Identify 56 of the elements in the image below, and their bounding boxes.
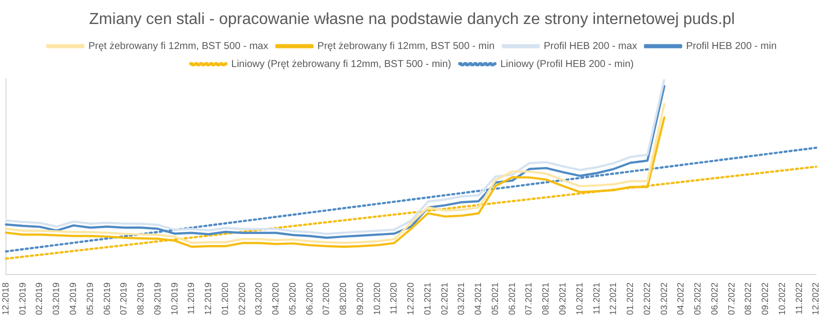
- x-tick-label: 03.2019: [51, 282, 62, 316]
- x-tick-label: 06.2020: [304, 282, 314, 316]
- x-tick-label: 01.2021: [422, 282, 432, 316]
- x-tick-label: 11.2020: [388, 282, 399, 314]
- x-tick-label: 11.2019: [186, 282, 196, 314]
- x-tick-label: 11.2021: [591, 282, 602, 314]
- legend-label: Liniowy (Pręt żebrowany fi 12mm, BST 500 - min): [231, 58, 452, 70]
- legend-label: Pręt żebrowany fi 12mm, BST 500 - min: [317, 40, 495, 52]
- x-tick-label: 02.2022: [642, 282, 652, 316]
- x-tick-label: 10.2019: [169, 282, 180, 316]
- x-tick-label: 05.2022: [692, 282, 703, 316]
- x-tick-label: 12.2020: [406, 282, 416, 316]
- x-tick-label: 06.2019: [102, 282, 112, 316]
- x-tick-label: 07.2022: [726, 282, 736, 316]
- x-tick-label: 08.2020: [338, 282, 348, 316]
- x-tick-label: 09.2021: [557, 282, 568, 316]
- x-tick-label: 06.2021: [506, 282, 517, 316]
- x-tick-label: 10.2022: [776, 282, 787, 316]
- x-tick-label: 01.2022: [625, 282, 636, 316]
- x-tick-label: 02.2019: [34, 282, 44, 316]
- x-tick-label: 01.2020: [220, 282, 230, 316]
- legend-label: Liniowy (Profil HEB 200 - min): [500, 58, 634, 70]
- x-tick-label: 12.2022: [810, 282, 821, 316]
- x-tick-label: 04.2022: [676, 282, 686, 316]
- x-tick-label: 03.2021: [456, 282, 466, 316]
- x-tick-label: 04.2019: [68, 282, 78, 316]
- legend-label: Profil HEB 200 - min: [686, 40, 777, 52]
- x-tick-label: 08.2022: [743, 282, 754, 316]
- x-tick-label: 05.2019: [84, 282, 95, 316]
- x-tick-label: 12.2021: [608, 282, 618, 316]
- x-tick-label: 02.2021: [439, 282, 450, 316]
- x-tick-label: 04.2020: [270, 282, 281, 316]
- x-tick-label: 08.2021: [540, 282, 551, 316]
- x-tick-label: 11.2022: [794, 282, 804, 314]
- x-tick-label: 04.2021: [473, 282, 484, 316]
- x-tick-label: 02.2020: [236, 282, 247, 316]
- x-tick-label: 10.2020: [372, 282, 382, 316]
- x-tick-label: 09.2019: [152, 282, 162, 316]
- x-tick-label: 07.2019: [118, 282, 129, 316]
- x-tick-label: 08.2019: [136, 282, 146, 316]
- chart-title: Zmiany cen stali - opracowanie własne na podstawie danych ze strony internetowej puds.pl: [89, 11, 735, 28]
- x-tick-label: 05.2021: [490, 282, 500, 316]
- x-tick-label: 05.2020: [287, 282, 298, 316]
- x-tick-label: 07.2020: [321, 282, 332, 316]
- x-tick-label: 12.2018: [0, 282, 10, 316]
- x-tick-label: 06.2022: [709, 282, 720, 316]
- x-tick-label: 03.2022: [658, 282, 669, 316]
- x-tick-label: 09.2020: [354, 282, 365, 316]
- x-tick-label: 12.2019: [203, 282, 214, 316]
- legend-label: Pręt żebrowany fi 12mm, BST 500 - max: [88, 40, 268, 52]
- x-tick-label: 10.2021: [574, 282, 584, 316]
- x-tick-label: 09.2022: [760, 282, 770, 316]
- legend-label: Profil HEB 200 - max: [544, 40, 638, 52]
- x-tick-label: 01.2019: [17, 282, 28, 316]
- x-tick-label: 03.2020: [254, 282, 264, 316]
- x-tick-label: 07.2021: [524, 282, 534, 316]
